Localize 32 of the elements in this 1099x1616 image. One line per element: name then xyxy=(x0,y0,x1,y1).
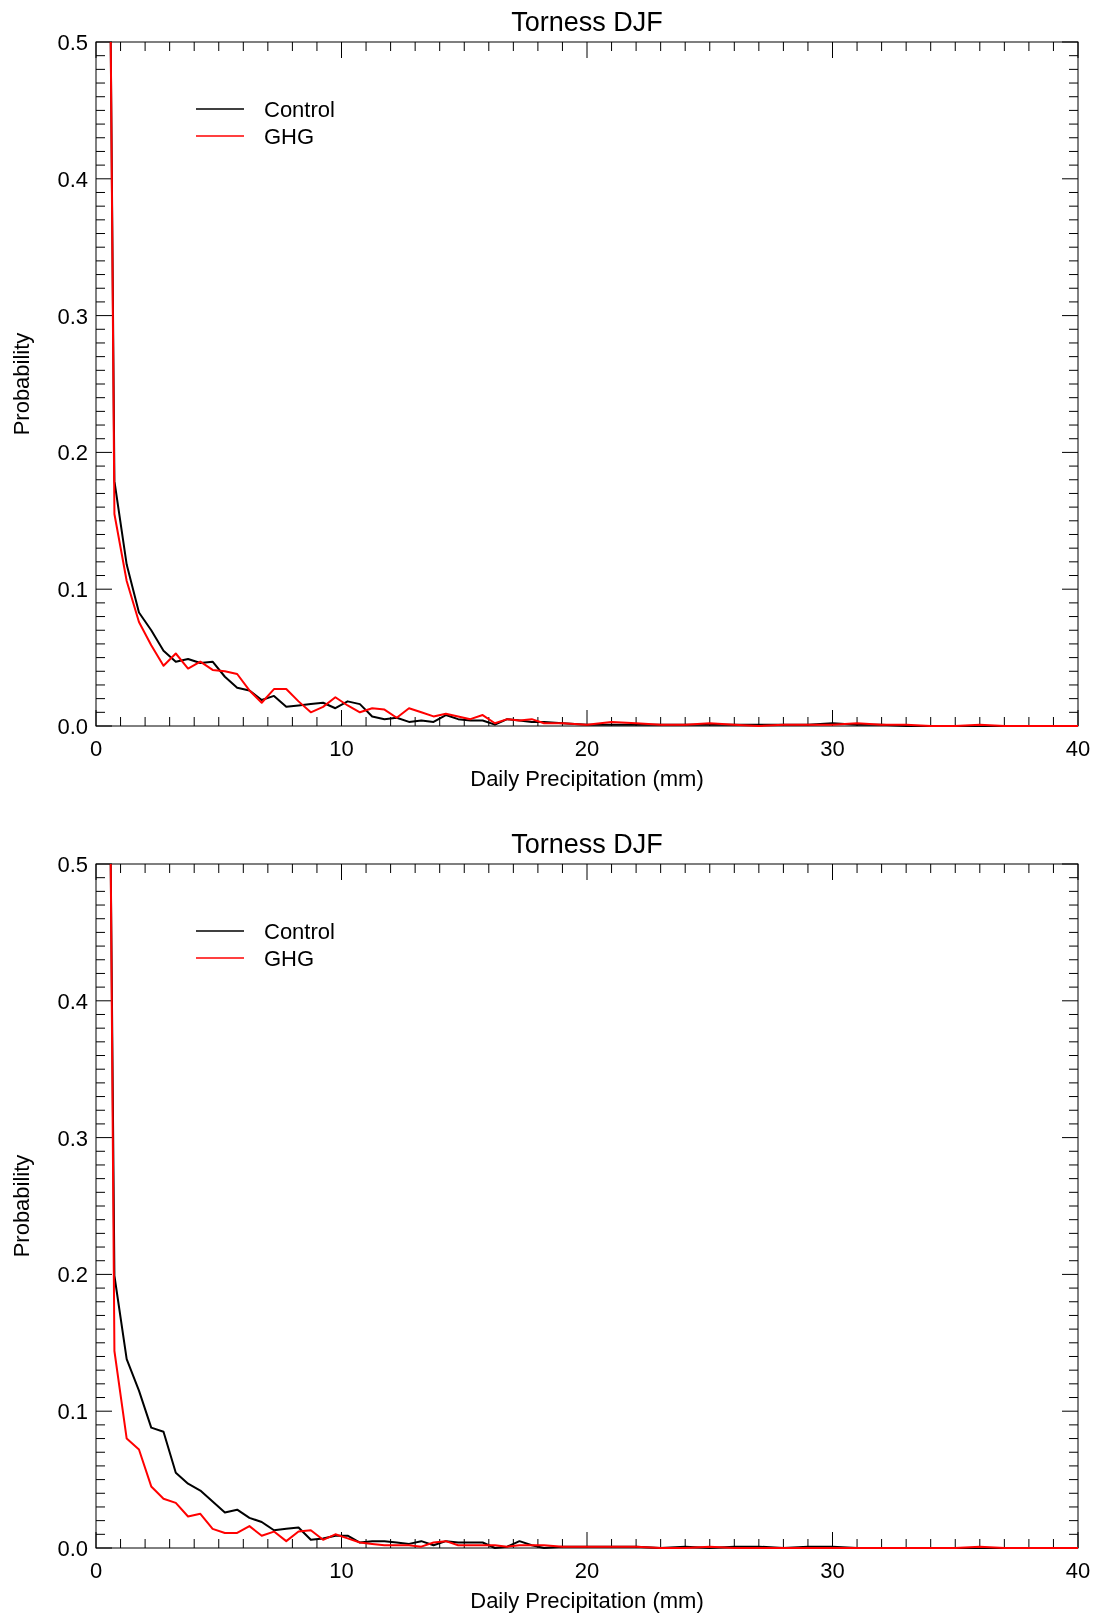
y-axis-title: Probability xyxy=(9,332,34,436)
x-tick-label: 30 xyxy=(820,1558,845,1583)
legend-label: GHG xyxy=(264,124,315,149)
y-tick-label: 0.4 xyxy=(57,166,88,192)
x-tick-label: 40 xyxy=(1065,736,1091,761)
x-axis-title: Daily Precipitation (mm) xyxy=(470,766,704,791)
x-tick-label: 10 xyxy=(329,736,354,761)
y-axis-title: Probability xyxy=(9,1154,34,1258)
y-tick-label: 0.5 xyxy=(57,852,88,877)
y-tick-label: 0.3 xyxy=(57,303,88,329)
y-tick-label: 0.3 xyxy=(57,1125,88,1151)
y-tick-label: 0.5 xyxy=(57,30,88,55)
x-tick-label: 0 xyxy=(89,736,103,761)
y-tick-label: 0.1 xyxy=(57,1399,88,1425)
x-axis-title: Daily Precipitation (mm) xyxy=(470,1588,704,1613)
x-tick-label: 20 xyxy=(574,736,600,761)
legend-label: Control xyxy=(264,919,335,944)
y-tick-label: 0.4 xyxy=(57,988,88,1014)
chart-title: Torness DJF xyxy=(511,7,663,37)
x-tick-label: 0 xyxy=(89,1558,103,1583)
legend-label: GHG xyxy=(264,946,315,971)
y-tick-label: 0.1 xyxy=(57,577,88,603)
chart-title: Torness DJF xyxy=(511,829,663,859)
x-tick-label: 10 xyxy=(329,1558,354,1583)
y-tick-label: 0.2 xyxy=(57,1262,88,1288)
x-tick-label: 40 xyxy=(1065,1558,1091,1583)
x-tick-label: 30 xyxy=(820,736,845,761)
y-tick-label: 0.0 xyxy=(57,1536,88,1561)
legend-label: Control xyxy=(264,97,335,122)
y-tick-label: 0.2 xyxy=(57,440,88,466)
x-tick-label: 20 xyxy=(574,1558,600,1583)
y-tick-label: 0.0 xyxy=(57,714,88,739)
